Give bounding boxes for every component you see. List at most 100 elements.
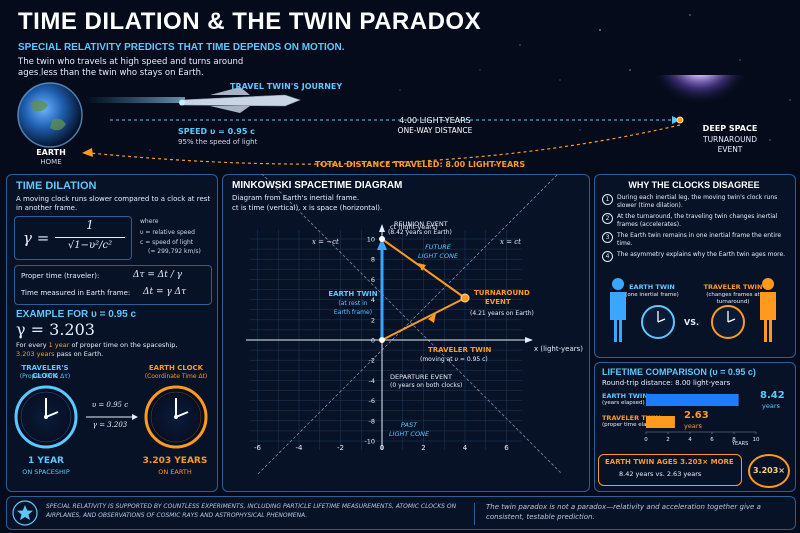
why-item-text: During each inertial leg, the moving twi… bbox=[617, 194, 778, 209]
g-eq: γ = 3.203 bbox=[92, 421, 128, 429]
bar-axis-tick-label: 2 bbox=[666, 437, 670, 443]
x-tick-label: 0 bbox=[380, 444, 384, 452]
distance-label: 4.00 LIGHT-YEARS bbox=[399, 116, 471, 125]
minkowski-panel bbox=[222, 174, 590, 492]
clocks-graphic bbox=[14, 385, 208, 449]
departure-sub: (0 years on both clocks) bbox=[390, 382, 463, 389]
bar-sub-earth: (years elapsed) bbox=[602, 400, 645, 406]
turnaround-event-dot bbox=[460, 293, 470, 303]
speed-note: 95% the speed of light bbox=[178, 138, 258, 146]
future-cone-label-2: LIGHT CONE bbox=[417, 252, 459, 260]
bar-axis-tick-label: 0 bbox=[644, 437, 648, 443]
twins-graphic bbox=[610, 278, 776, 342]
traveler-twin-diag-sub: (moving at υ = 0.95 c) bbox=[420, 356, 488, 363]
minkowski-title: MINKOWSKI SPACETIME DIAGRAM bbox=[232, 180, 403, 191]
footer-panel bbox=[6, 496, 796, 530]
y-tick-label: 10 bbox=[367, 236, 375, 244]
footer-divider bbox=[474, 503, 481, 525]
axis-title: YEARS bbox=[732, 441, 749, 447]
lifetime-title: LIFETIME COMPARISON (υ = 0.95 c) bbox=[602, 367, 756, 377]
light-cone-line-b bbox=[257, 174, 559, 475]
departure-label: DEPARTURE EVENT bbox=[390, 373, 453, 381]
earth-val: 3.203 YEARS bbox=[142, 456, 208, 466]
lifetime-bar-chart: 0 2 4 6 8 10 bbox=[644, 394, 760, 443]
journey-label: TRAVEL TWIN'S JOURNEY bbox=[230, 82, 343, 91]
earth-val-sub: ON EARTH bbox=[158, 468, 192, 476]
traveler-twin-figure-icon bbox=[760, 278, 776, 342]
lc-left-label: x = −ct bbox=[312, 238, 339, 246]
y-tick-label: 8 bbox=[371, 256, 375, 264]
ratio-badge: 3.203× bbox=[748, 454, 790, 488]
example-gamma: γ = 3.203 bbox=[16, 320, 95, 339]
future-cone-label: FUTURE bbox=[425, 243, 451, 251]
why-item-text: The Earth twin remains in one inertial f… bbox=[617, 232, 782, 247]
bar-axis-tick-label: 10 bbox=[753, 437, 760, 443]
callout-sub: 8.42 years vs. 2.63 years bbox=[619, 470, 702, 478]
why-title: WHY THE CLOCKS DISAGREE bbox=[628, 180, 760, 190]
earth-bar-value: 8.42 bbox=[760, 390, 785, 401]
x-tick-labels: -6 -4 -2 0 2 4 6 bbox=[254, 444, 509, 452]
x-tick-label: -2 bbox=[337, 444, 344, 452]
earth-twin-watch-icon bbox=[641, 305, 675, 339]
y-tick-label: -4 bbox=[369, 377, 375, 385]
x-tick-label: 2 bbox=[421, 444, 425, 452]
departure-event-dot bbox=[379, 337, 385, 343]
where-v: υ = relative speed bbox=[140, 229, 195, 236]
bar-axis-tick-label: 4 bbox=[688, 437, 692, 443]
trav-val-sub: ON SPACESHIP bbox=[22, 468, 70, 476]
earth-twin-figure-icon bbox=[610, 278, 626, 342]
lifetime-bar bbox=[646, 416, 675, 428]
earth-twin-diag-2: (at rest in bbox=[338, 300, 368, 307]
why-panel bbox=[594, 174, 796, 358]
traveler-outbound bbox=[381, 297, 466, 341]
turnaround-sub-diag: (4.21 years on Earth) bbox=[470, 310, 534, 317]
x-axis-label: x (light-years) bbox=[534, 345, 584, 353]
trav-bar-value: 2.63 bbox=[684, 410, 709, 421]
y-tick-label: 0 bbox=[371, 337, 375, 345]
bar-label-traveler: TRAVELER TWIN bbox=[602, 414, 661, 422]
y-tick-label: -6 bbox=[369, 397, 375, 405]
time-dilation-desc: A moving clock runs slower compared to a… bbox=[16, 195, 211, 212]
earth-frame-label: Time measured in Earth frame: bbox=[21, 289, 131, 297]
page-title: TIME DILATION & THE TWIN PARADOX bbox=[18, 8, 482, 35]
lifetime-subtitle: Round-trip distance: 8.00 light-years bbox=[602, 379, 731, 387]
example-text-d: 3.203 years bbox=[16, 350, 55, 358]
trav-clock-sub: (Proper Time Δτ) bbox=[19, 373, 71, 380]
galaxy-icon bbox=[651, 75, 749, 105]
earth-sub: HOME bbox=[40, 158, 62, 166]
earth-label: EARTH bbox=[36, 148, 66, 157]
gamma-formula-box: γ = 1 √1−υ²/c² bbox=[14, 216, 132, 260]
event-label: EVENT bbox=[717, 145, 743, 154]
where-c: c = speed of light bbox=[140, 239, 194, 246]
distance-note: ONE-WAY DISTANCE bbox=[397, 126, 473, 135]
y-tick-label: 6 bbox=[371, 276, 375, 284]
spaceship-icon bbox=[179, 87, 301, 113]
callout-text: EARTH TWIN AGES 3.203× MORE bbox=[605, 458, 734, 466]
example-title: EXAMPLE FOR υ = 0.95 c bbox=[16, 309, 137, 320]
earth-twin-diag: EARTH TWIN bbox=[328, 290, 378, 298]
callout-box: EARTH TWIN AGES 3.203× MORE 8.42 years v… bbox=[598, 454, 742, 486]
example-text-a: For every bbox=[16, 341, 47, 349]
ct-axis-label: ct (light-years) bbox=[390, 223, 438, 231]
deep-space-label: DEEP SPACE bbox=[702, 124, 758, 133]
turnaround-label-diag: TURNAROUND bbox=[474, 289, 530, 297]
trav-val: 1 YEAR bbox=[28, 456, 64, 466]
spacetime-diagram: -6 -4 -2 0 2 4 6 10 8 6 4 2 0 -2 -4 -6 -8 -10 bbox=[246, 174, 563, 475]
minkowski-desc1: Diagram from Earth's inertial frame. bbox=[232, 194, 360, 202]
proper-label: Proper time (traveler): bbox=[21, 272, 100, 280]
earth-clock-title: EARTH CLOCK bbox=[148, 364, 204, 372]
total-distance: TOTAL DISTANCE TRAVELED: 8.00 LIGHT-YEAR… bbox=[314, 160, 526, 169]
trav-clock-title: TRAVELER'S CLOCK bbox=[21, 364, 69, 380]
y-tick-label: -10 bbox=[364, 438, 375, 446]
page-subtitle: SPECIAL RELATIVITY PREDICTS THAT TIME DE… bbox=[18, 42, 345, 53]
why-earth-twin-sub: (one inertial frame) bbox=[625, 292, 679, 298]
example-text: For every 1 year of proper time on the s… bbox=[16, 341, 211, 359]
why-earth-twin: EARTH TWIN bbox=[629, 283, 675, 291]
y-tick-labels: 10 8 6 4 2 0 -2 -4 -6 -8 -10 bbox=[364, 236, 375, 446]
bar-axis-tick-label: 8 bbox=[732, 437, 736, 443]
y-tick-label: 4 bbox=[371, 296, 375, 304]
why-item-number: 3 bbox=[602, 232, 613, 243]
footer-left: SPECIAL RELATIVITY IS SUPPORTED BY COUNT… bbox=[46, 503, 457, 519]
bar-label-earth: EARTH TWIN bbox=[602, 392, 648, 400]
